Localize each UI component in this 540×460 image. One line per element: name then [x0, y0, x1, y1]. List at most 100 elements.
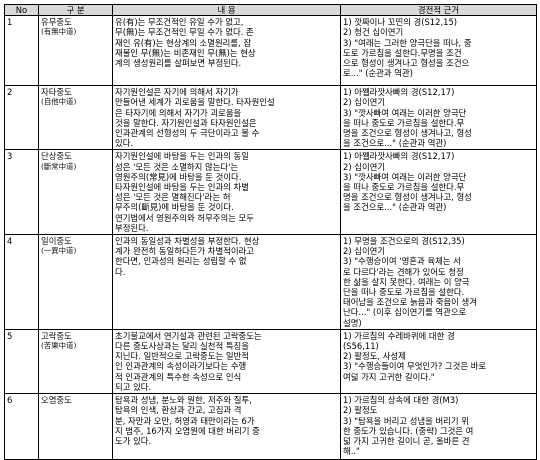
source-line: 한 삶을 살지 못한다. 여래는 이 양극 — [343, 276, 470, 287]
content-line: 탐욕의 인색, 환상과 간교, 고집과 격 — [115, 405, 242, 416]
middle-way-name: 일이중도 — [41, 236, 72, 247]
source-line: 로 다르다'라는 견해가 있어도 청정 — [343, 266, 464, 277]
row-name-cell: 고락중도 (苦樂中道) — [38, 328, 113, 395]
content-line: 성은 '모든 것은 멸해진다'라는 허 — [115, 192, 231, 203]
row-source-cell: 1) 깟짜이나 꼬띤의 경(S12,15) 2) 청건 십이연기 3) "여래는 그… — [340, 15, 537, 87]
row-name-cell: 오염중도 — [38, 393, 113, 460]
row-content-cell: 인과의 동일성과 차별성을 부정한다. 현상 계가 완전히 동일하다든가 차별적이… — [112, 234, 341, 330]
row-number: 1 — [4, 15, 39, 87]
content-line: 지 범주, 16가지 오염원에 대한 버리기 중 — [115, 425, 260, 436]
source-line: 을 떠나 중도로 가르침을 설한다.무 — [343, 117, 465, 128]
source-line: 해.." — [343, 446, 360, 457]
content-line: 분, 자만과 오만, 허영과 태만이라는 6가 — [115, 415, 255, 426]
content-line: 재인 유(有)는 현상계의 소멸원리를, 잡 — [115, 37, 252, 48]
source-line: 한 중도가 있습니다. (중략) 그것은 여 — [343, 425, 474, 436]
source-line: 1) 아쩰라깟사빠의 경(S12,17) — [343, 87, 455, 98]
row-source-cell: 1) 가르침의 상속에 대한 경(M3) 2) 팔정도 3) "탐욕을 버리고 성냄… — [340, 393, 537, 460]
content-line: 적 인과관계의 특수한 속성으로 인식 — [115, 371, 242, 382]
col-header-no: No — [4, 3, 39, 17]
source-line: 1) 무명을 조건으로의 경(S12,35) — [343, 236, 465, 247]
content-line: 타자원인설에 바탕을 두는 인과의 차별 — [115, 182, 249, 193]
source-line: 1) 깟짜이나 꼬띤의 경(S12,15) — [343, 17, 458, 28]
content-line: 만들어낸 세계가 괴로움을 말한다. 타자원인설 — [115, 97, 275, 108]
source-line: 1) 가르침의 상속에 대한 경(M3) — [343, 395, 459, 406]
row-number: 3 — [4, 149, 39, 236]
source-line: 2) 십이연기 — [343, 97, 386, 108]
middle-way-name: 고락중도 — [41, 330, 72, 341]
source-line: 명을 조건으로 형성이 생겨나고, 형성 — [343, 128, 472, 139]
source-line: 2) 팔정도, 사성제 — [343, 351, 406, 362]
content-line: 다른 중도사상과는 달리 실천적 특징을 — [115, 341, 249, 352]
content-line: 유(有)는 무조건적인 유일 수가 없고, — [115, 17, 244, 28]
source-line: 태어남을 조건으로 늙음과 죽음이 생겨 — [343, 297, 477, 308]
row-content-cell: 자기원인설은 자기에 의해서 자기가 만들어낸 세계가 괴로움을 말한다. 타자원… — [112, 85, 341, 151]
row-source-cell: 1) 가르침의 수레바퀴에 대한 경 (S56,11) 2) 팔정도, 사성제 3) … — [340, 328, 537, 395]
source-line: 명을 조건으로 형성이 생겨나고, 형성 — [343, 192, 472, 203]
source-line: 2) 십이연기 — [343, 246, 386, 257]
source-line: 1) 가르침의 수레바퀴에 대한 경 — [343, 330, 455, 341]
content-line: 영원주의(常見)에 바탕을 둔 것이다. — [115, 171, 242, 182]
row-name-cell: 일이중도 (一異中道) — [38, 234, 113, 330]
source-line: 3) "수행승들이여 무엇인가? 그것은 바로 — [343, 361, 487, 372]
table-row: 2 자타중도 (自他中道) 자기원인설은 자기에 의해서 자기가 만들어낸 세계가 괴로… — [4, 85, 537, 151]
row-number: 5 — [4, 328, 39, 395]
content-line: 자기원인설에 바탕을 두는 인과의 동일 — [115, 151, 249, 162]
content-line: 연기법에서 영원주의와 허무주의는 모두 — [115, 212, 254, 223]
source-line: 으로 형성이 생겨나고 형성을 조건으 — [343, 58, 470, 69]
middle-way-name: 유무중도 — [41, 17, 72, 28]
source-line: 도로 가르침을 설한다.무명을 조건 — [343, 47, 462, 58]
middle-way-hanja: (斷常中道) — [41, 161, 77, 171]
middle-way-hanja: (有無中道) — [41, 27, 77, 37]
content-line: 도가 있다. — [115, 435, 152, 446]
source-line: 2) 십이연기 — [343, 161, 386, 172]
source-line: 2) 청건 십이연기 — [343, 27, 404, 38]
doctrine-table: No 구 분 내 용 경전적 근거 1 유무중도 (有無中道) 유(有)는 무조건적인… — [4, 3, 537, 460]
table-row: 6 오염중도 탐욕과 성냄, 분노와 원한, 저주와 질투, 탐욕의 인색, 환상과 … — [4, 393, 537, 460]
row-number: 4 — [4, 234, 39, 330]
row-content-cell: 자기원인설에 바탕을 두는 인과의 동일 성은 '모든 것은 소멸하지 않는다'는… — [112, 149, 341, 236]
source-line: 3) "깟사빠여 여래는 이러한 양극단 — [343, 107, 467, 118]
row-content-cell: 탐욕과 성냄, 분노와 원한, 저주와 질투, 탐욕의 인색, 환상과 간교, 고… — [112, 393, 341, 460]
source-line: 1) 아쩰라깟사빠의 경(S12,17) — [343, 151, 455, 162]
col-header-source: 경전적 근거 — [340, 3, 537, 17]
source-line: 로..." (순관과 역관) — [343, 68, 413, 79]
content-line: 다. — [115, 266, 126, 277]
row-name-cell: 유무중도 (有無中道) — [38, 15, 113, 87]
source-line: (S56,11) — [343, 341, 379, 352]
middle-way-hanja: (自他中道) — [41, 97, 77, 107]
source-line: 3) "탐욕을 버리고 성냄을 버리기 위 — [343, 415, 469, 426]
source-line: 을 조건으로..." (순관과 역관) — [343, 202, 447, 213]
source-line: 3) "수행승이여 '영혼과 육체는 서 — [343, 256, 461, 267]
row-content-cell: 초기불교에서 연기설과 관련된 고락중도는 다른 중도사상과는 달리 실천적 특징… — [112, 328, 341, 395]
content-line: 것을 말한다. 자기원인설과 타자원인설은 — [115, 117, 257, 128]
source-line: 난다..." (이후 십이연기를 역관으로 — [343, 307, 467, 318]
content-line: 탐욕과 성냄, 분노와 원한, 저주와 질투, — [115, 395, 252, 406]
row-source-cell: 1) 무명을 조건으로의 경(S12,35) 2) 십이연기 3) "수행승이여 '… — [340, 234, 537, 330]
middle-way-name: 오염중도 — [41, 395, 72, 406]
content-line: 무(無)는 무조건적인 무일 수가 없다. 존 — [115, 27, 254, 38]
content-line: 인 인과관계의 속성이라기보다는 수행 — [115, 361, 247, 372]
source-line: 단을 떠나 중도로 가르침을 설한다. — [343, 287, 465, 298]
middle-way-hanja: (苦樂中道) — [41, 341, 77, 351]
content-line: 계의 생성원리를 살펴보면 부정된다. — [115, 58, 242, 69]
middle-way-name: 단상중도 — [41, 151, 72, 162]
source-line: 설명) — [343, 317, 362, 328]
content-line: 인과의 동일성과 차별성을 부정한다. 현상 — [115, 236, 260, 247]
row-source-cell: 1) 아쩰라깟사빠의 경(S12,17) 2) 십이연기 3) "깟사빠여 여래는 … — [340, 149, 537, 236]
content-line: 계가 완전히 동일하다든가 차별적이라고 — [115, 246, 254, 257]
content-line: 재물인 무(無)는 비존재인 무(無)는 현상 — [115, 47, 256, 58]
content-line: 지닌다. 일반적으로 고락중도는 일반적 — [115, 351, 249, 362]
content-line: 무주의(斷見)에 바탕을 둔 것이다. — [115, 202, 234, 213]
source-line: 을 떠나 중도로 가르침을 설한다.무 — [343, 182, 465, 193]
source-line: 3) "여래는 그러한 양극단을 떠나, 중 — [343, 37, 472, 48]
row-source-cell: 1) 아쩰라깟사빠의 경(S12,17) 2) 십이연기 3) "깟사빠여 여래는 … — [340, 85, 537, 151]
content-line: 한다면, 인과성의 원리는 성립할 수 없 — [115, 256, 247, 267]
row-name-cell: 단상중도 (斷常中道) — [38, 149, 113, 236]
row-content-cell: 유(有)는 무조건적인 유일 수가 없고, 무(無)는 무조건적인 무일 수가 없… — [112, 15, 341, 87]
middle-way-name: 자타중도 — [41, 87, 72, 98]
col-header-content: 내 용 — [112, 3, 341, 17]
col-header-name: 구 분 — [38, 3, 113, 17]
content-line: 은 타자기에 의해서 자기가 괴로움을 — [115, 107, 242, 118]
content-line: 자기원인설은 자기에 의해서 자기가 — [115, 87, 239, 98]
middle-way-hanja: (一異中道) — [41, 246, 77, 256]
